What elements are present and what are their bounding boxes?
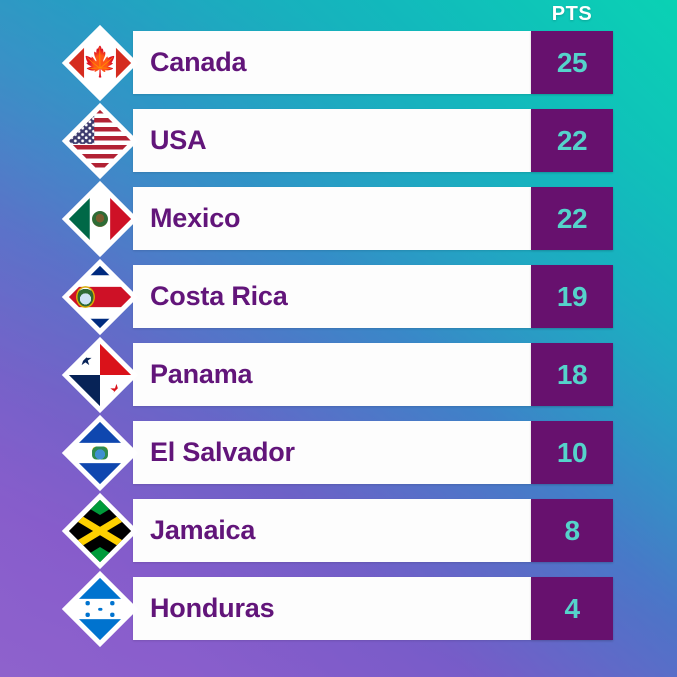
team-points-cell: 8 xyxy=(531,499,613,562)
team-points-cell: 18 xyxy=(531,343,613,406)
team-points-cell: 4 xyxy=(531,577,613,640)
standings-row[interactable]: El Salvador 10 xyxy=(0,421,677,484)
standings-row[interactable]: USA 22 xyxy=(0,109,677,172)
team-name: Jamaica xyxy=(150,515,256,545)
standings-row[interactable]: Costa Rica 19 xyxy=(0,265,677,328)
team-name: El Salvador xyxy=(150,437,295,467)
honduras-flag-icon xyxy=(68,577,131,640)
usa-flag-icon xyxy=(68,109,131,172)
team-name-cell: Panama xyxy=(133,343,531,406)
team-points-cell: 22 xyxy=(531,109,613,172)
team-points: 4 xyxy=(564,592,580,624)
standings-row[interactable]: Honduras 4 xyxy=(0,577,677,640)
team-name: Costa Rica xyxy=(150,281,288,311)
panama-flag-icon: ★ ★ xyxy=(68,343,131,406)
team-name: Mexico xyxy=(150,203,241,233)
team-points: 25 xyxy=(556,46,588,78)
el-salvador-flag-icon xyxy=(68,421,131,484)
team-points: 22 xyxy=(556,124,588,156)
team-name: Canada xyxy=(150,47,247,77)
team-name-cell: Costa Rica xyxy=(133,265,531,328)
team-name: USA xyxy=(150,125,207,155)
team-points-cell: 22 xyxy=(531,187,613,250)
jamaica-flag-icon xyxy=(68,499,131,562)
team-name-cell: Mexico xyxy=(133,187,531,250)
team-name-cell: El Salvador xyxy=(133,421,531,484)
standings-row[interactable]: Jamaica 8 xyxy=(0,499,677,562)
team-points: 8 xyxy=(564,514,580,546)
team-points: 22 xyxy=(556,202,588,234)
standings-list: 🍁 Canada 25 USA xyxy=(0,31,677,655)
team-points-cell: 19 xyxy=(531,265,613,328)
team-points: 19 xyxy=(556,280,588,312)
points-column-header: PTS xyxy=(531,0,613,28)
canada-flag-icon: 🍁 xyxy=(68,31,131,94)
team-points-cell: 25 xyxy=(531,31,613,94)
standings-row[interactable]: ★ ★ Panama 18 xyxy=(0,343,677,406)
team-name-cell: Honduras xyxy=(133,577,531,640)
standings-row[interactable]: 🍁 Canada 25 xyxy=(0,31,677,94)
costa-rica-flag-icon xyxy=(68,265,131,328)
team-name-cell: Canada xyxy=(133,31,531,94)
mexico-flag-icon xyxy=(68,187,131,250)
team-name: Honduras xyxy=(150,593,275,623)
standings-row[interactable]: Mexico 22 xyxy=(0,187,677,250)
team-name-cell: USA xyxy=(133,109,531,172)
team-points-cell: 10 xyxy=(531,421,613,484)
team-points: 10 xyxy=(556,436,588,468)
points-column-header-label: PTS xyxy=(551,2,593,25)
team-name: Panama xyxy=(150,359,253,389)
team-name-cell: Jamaica xyxy=(133,499,531,562)
team-points: 18 xyxy=(556,358,588,390)
